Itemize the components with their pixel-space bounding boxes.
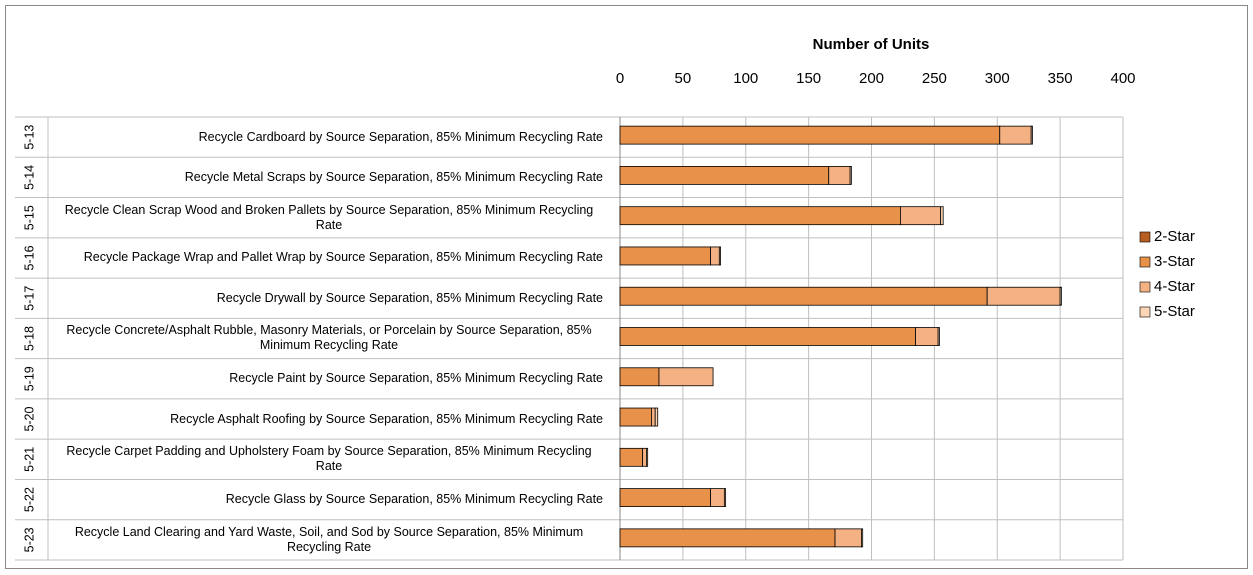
bar-segment	[619, 528, 836, 548]
category-label: Recycle Concrete/Asphalt Rubble, Masonry…	[55, 318, 603, 358]
category-label: Recycle Land Clearing and Yard Waste, So…	[55, 520, 603, 560]
bar-segment	[619, 206, 901, 226]
bar-segment	[646, 447, 649, 467]
bar-segment	[915, 327, 939, 346]
x-tick-label: 250	[922, 70, 947, 87]
bar-segment	[1059, 286, 1062, 306]
legend-swatch	[1139, 281, 1151, 293]
category-label: Recycle Carpet Padding and Upholstery Fo…	[55, 439, 603, 479]
bar-segment	[834, 528, 862, 548]
bar-segment	[658, 367, 714, 387]
category-label: Recycle Asphalt Roofing by Source Separa…	[55, 399, 603, 439]
x-tick-label: 50	[675, 70, 692, 87]
category-code: 5-19	[22, 366, 36, 391]
category-code: 5-20	[22, 406, 36, 431]
bar-segment	[619, 367, 660, 387]
category-code: 5-14	[22, 165, 36, 190]
category-code: 5-15	[22, 205, 36, 230]
bar-segment	[940, 206, 944, 226]
bar-segment	[619, 488, 711, 507]
category-code: 5-21	[22, 447, 36, 472]
category-label: Recycle Clean Scrap Wood and Broken Pall…	[55, 198, 603, 238]
bar-segment	[849, 166, 852, 185]
category-label-text: Recycle Land Clearing and Yard Waste, So…	[74, 524, 584, 554]
bar-segment	[718, 246, 722, 266]
bar-segment	[619, 125, 1001, 145]
bar-segment	[619, 407, 652, 427]
bar-segment	[1030, 125, 1033, 145]
category-label-text: Recycle Clean Scrap Wood and Broken Pall…	[64, 202, 594, 232]
x-tick-label: 0	[616, 70, 624, 87]
bar-segment	[861, 528, 864, 548]
category-label: Recycle Metal Scraps by Source Separatio…	[55, 157, 603, 197]
category-label-text: Recycle Package Wrap and Pallet Wrap by …	[83, 250, 603, 265]
legend-label: 5-Star	[1154, 303, 1195, 320]
category-label-text: Recycle Asphalt Roofing by Source Separa…	[170, 411, 603, 426]
legend-swatch	[1139, 256, 1151, 268]
category-label-text: Recycle Concrete/Asphalt Rubble, Masonry…	[66, 323, 592, 353]
category-label-text: Recycle Cardboard by Source Separation, …	[198, 129, 603, 144]
x-tick-label: 300	[985, 70, 1010, 87]
category-code: 5-13	[22, 125, 36, 150]
category-code: 5-18	[22, 326, 36, 351]
x-tick-label: 100	[733, 70, 758, 87]
category-label: Recycle Cardboard by Source Separation, …	[55, 117, 603, 157]
x-tick-label: 200	[859, 70, 884, 87]
bar-segment	[654, 407, 659, 427]
bar-segment	[619, 447, 644, 467]
bar-segment	[619, 327, 916, 346]
category-label-text: Recycle Drywall by Source Separation, 85…	[216, 290, 603, 305]
legend-swatch	[1139, 231, 1151, 243]
category-label-text: Recycle Metal Scraps by Source Separatio…	[184, 169, 603, 184]
category-label: Recycle Glass by Source Separation, 85% …	[55, 479, 603, 519]
bar-segment	[828, 166, 851, 185]
bar-segment	[723, 488, 727, 507]
legend-label: 4-Star	[1154, 278, 1195, 295]
category-label: Recycle Drywall by Source Separation, 85…	[55, 278, 603, 318]
category-code: 5-23	[22, 527, 36, 552]
legend-label: 2-Star	[1154, 228, 1195, 245]
axis-title: Number of Units	[813, 36, 930, 53]
category-code: 5-22	[22, 487, 36, 512]
bar-segment	[651, 407, 656, 427]
x-tick-label: 150	[796, 70, 821, 87]
bar-segment	[619, 166, 830, 185]
bar-segment	[710, 488, 725, 507]
category-label: Recycle Paint by Source Separation, 85% …	[55, 359, 603, 399]
category-code: 5-17	[22, 286, 36, 311]
x-tick-label: 400	[1110, 70, 1135, 87]
category-label: Recycle Package Wrap and Pallet Wrap by …	[55, 238, 603, 278]
bar-segment	[986, 286, 1061, 306]
bar-segment	[937, 327, 940, 346]
bar-segment	[900, 206, 942, 226]
category-label-text: Recycle Glass by Source Separation, 85% …	[225, 492, 603, 507]
category-code: 5-16	[22, 245, 36, 270]
legend-swatch	[1139, 306, 1151, 318]
bar-segment	[619, 246, 711, 266]
x-tick-label: 350	[1048, 70, 1073, 87]
bar-segment	[619, 286, 988, 306]
legend-label: 3-Star	[1154, 253, 1195, 270]
bar-segment	[710, 246, 720, 266]
bar-segment	[642, 447, 647, 467]
category-label-text: Recycle Carpet Padding and Upholstery Fo…	[66, 444, 592, 474]
bar-segment	[999, 125, 1032, 145]
chart-frame	[5, 5, 1248, 569]
category-label-text: Recycle Paint by Source Separation, 85% …	[229, 371, 603, 386]
